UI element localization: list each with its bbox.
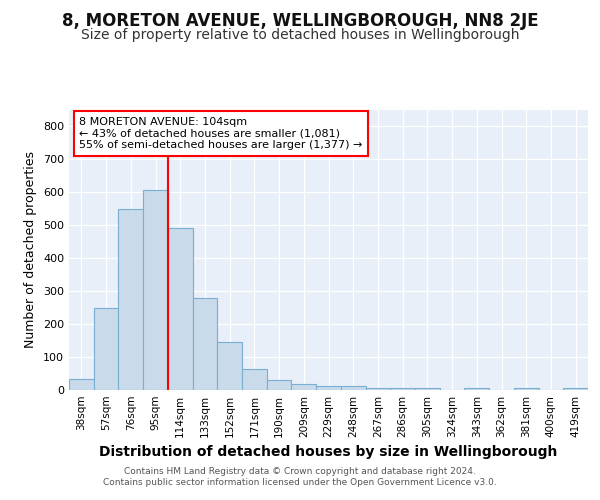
Bar [563, 388, 588, 390]
X-axis label: Distribution of detached houses by size in Wellingborough: Distribution of detached houses by size … [100, 446, 557, 460]
Text: Contains HM Land Registry data © Crown copyright and database right 2024.: Contains HM Land Registry data © Crown c… [124, 467, 476, 476]
Bar [316, 386, 341, 390]
Y-axis label: Number of detached properties: Number of detached properties [25, 152, 37, 348]
Bar [415, 388, 440, 390]
Bar [341, 386, 365, 390]
Text: Contains public sector information licensed under the Open Government Licence v3: Contains public sector information licen… [103, 478, 497, 487]
Bar [242, 369, 267, 390]
Bar [365, 388, 390, 390]
Bar [390, 388, 415, 390]
Bar [168, 228, 193, 390]
Bar [514, 388, 539, 390]
Bar [292, 384, 316, 390]
Bar [94, 308, 118, 390]
Bar [217, 342, 242, 390]
Bar [118, 210, 143, 390]
Text: 8 MORETON AVENUE: 104sqm
← 43% of detached houses are smaller (1,081)
55% of sem: 8 MORETON AVENUE: 104sqm ← 43% of detach… [79, 117, 363, 150]
Bar [464, 388, 489, 390]
Text: 8, MORETON AVENUE, WELLINGBOROUGH, NN8 2JE: 8, MORETON AVENUE, WELLINGBOROUGH, NN8 2… [62, 12, 538, 30]
Bar [267, 380, 292, 390]
Text: Size of property relative to detached houses in Wellingborough: Size of property relative to detached ho… [81, 28, 519, 42]
Bar [69, 380, 94, 390]
Bar [143, 190, 168, 390]
Bar [193, 298, 217, 390]
